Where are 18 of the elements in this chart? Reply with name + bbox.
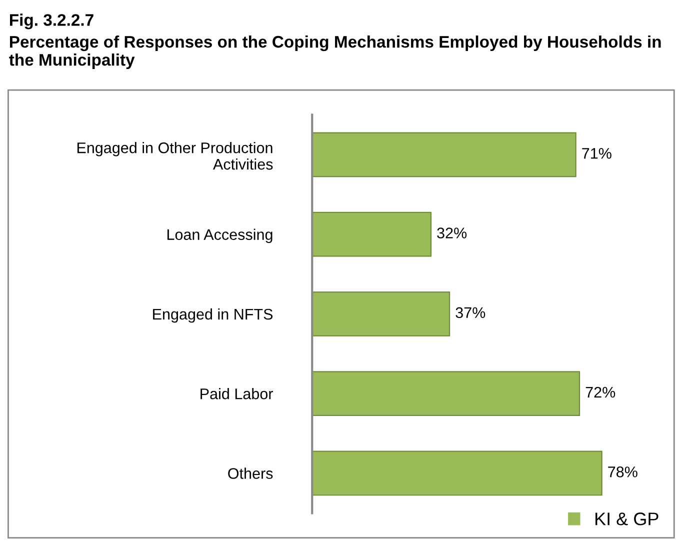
data-label: 78% <box>608 466 638 478</box>
bar <box>312 212 432 257</box>
bar <box>312 132 576 178</box>
chart-subtitle: Percentage of Responses on the Coping Mechanisms Employed by Households in the Municipality <box>9 35 661 70</box>
text: Fig. 3.2.2.7 <box>10 14 94 30</box>
data-label: 72% <box>586 386 616 398</box>
bar <box>312 291 450 336</box>
y-tick-label: Loan Accessing <box>167 228 272 244</box>
data-label: 71% <box>582 148 612 159</box>
legend-label: KI & GP <box>595 512 658 526</box>
y-tick-label: Others <box>228 468 273 479</box>
data-label: 37% <box>456 307 486 318</box>
bar <box>312 450 602 496</box>
y-tick-label: Engaged in NFTS <box>153 308 273 323</box>
data-label: 32% <box>437 228 467 238</box>
y-tick-label: Engaged in Other Production Activities <box>77 142 273 170</box>
y-tick-label: Paid Labor <box>200 388 273 400</box>
bar <box>312 371 580 416</box>
